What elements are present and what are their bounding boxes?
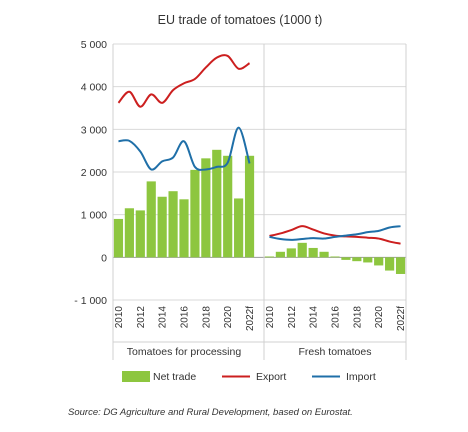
x-tick-label: 2016 (331, 306, 342, 329)
x-tick-label: 2016 (180, 306, 191, 329)
x-tick-label: 2018 (201, 306, 212, 329)
x-tick-label: 2014 (309, 306, 320, 329)
legend-label: Export (256, 371, 286, 383)
net-trade-bar (234, 198, 244, 258)
legend-item-export: Export (222, 371, 286, 383)
y-tick-label: 0 (101, 252, 107, 264)
x-tick-label: 2012 (136, 306, 147, 329)
y-tick-label: - 1 000 (74, 295, 107, 307)
net-trade-bar (264, 256, 275, 258)
y-tick-label: 1 000 (81, 210, 107, 222)
y-tick-label: 5 000 (81, 39, 107, 51)
net-trade-bar (146, 181, 156, 258)
net-trade-bar (275, 251, 285, 258)
x-tick-label: 2022f (245, 306, 256, 331)
y-tick-label: 4 000 (81, 82, 107, 94)
net-trade-bar (190, 169, 200, 258)
net-trade-bar (341, 257, 351, 260)
export-line (269, 225, 401, 245)
x-tick-label: 2012 (287, 306, 298, 329)
net-trade-bar (223, 155, 233, 258)
net-trade-bar (135, 210, 145, 258)
net-trade-bar (297, 242, 307, 258)
net-trade-bar (179, 199, 189, 258)
legend-label: Net trade (153, 371, 196, 383)
group-label: Fresh tomatoes (299, 346, 372, 358)
y-tick-label: 3 000 (81, 124, 107, 136)
net-trade-bar (374, 257, 384, 266)
net-trade-bar (157, 196, 167, 258)
group-label: Tomatoes for processing (127, 346, 242, 358)
legend-label: Import (346, 371, 376, 383)
x-tick-label: 2020 (223, 306, 234, 329)
trade-lines (117, 54, 401, 245)
net-trade-bar (286, 248, 296, 258)
x-tick-label: 2018 (352, 306, 363, 329)
net-trade-bar (212, 149, 222, 258)
legend-swatch (122, 371, 150, 382)
net-trade-bar (113, 218, 124, 258)
x-tick-label: 2010 (265, 306, 276, 329)
net-trade-bar (352, 257, 362, 262)
net-trade-bar (308, 247, 318, 258)
net-trade-bar (168, 191, 178, 258)
trade-chart: EU trade of tomatoes (1000 t) 5 000 4 000… (74, 13, 407, 383)
x-axis: 2010 2012 2014 2016 2018 2020 2022f Tomatoes fo… (113, 306, 407, 358)
legend-item-net-trade: Net trade (122, 371, 196, 383)
net-trade-bar (319, 251, 329, 258)
y-tick-label: 2 000 (81, 167, 107, 179)
net-trade-bar (395, 257, 406, 274)
legend: Net trade Export Import (122, 371, 376, 383)
source-note: Source: DG Agriculture and Rural Develop… (68, 407, 353, 418)
net-trade-bar (244, 155, 255, 258)
x-tick-label: 2014 (158, 306, 169, 329)
import-line (118, 126, 251, 171)
net-trade-bars (113, 149, 406, 274)
legend-item-import: Import (312, 371, 376, 383)
net-trade-bar (330, 256, 340, 258)
y-axis: 5 000 4 000 3 000 2 000 1 000 0 - 1 000 (74, 39, 107, 307)
net-trade-bar (124, 208, 134, 258)
export-line (117, 54, 251, 108)
x-tick-label: 2020 (374, 306, 385, 329)
net-trade-bar (363, 257, 373, 263)
chart-title: EU trade of tomatoes (1000 t) (158, 13, 323, 27)
x-tick-label: 2010 (114, 306, 125, 329)
net-trade-bar (385, 257, 395, 271)
net-trade-bar (201, 158, 211, 258)
x-tick-label: 2022f (396, 306, 407, 331)
import-line (269, 225, 401, 241)
